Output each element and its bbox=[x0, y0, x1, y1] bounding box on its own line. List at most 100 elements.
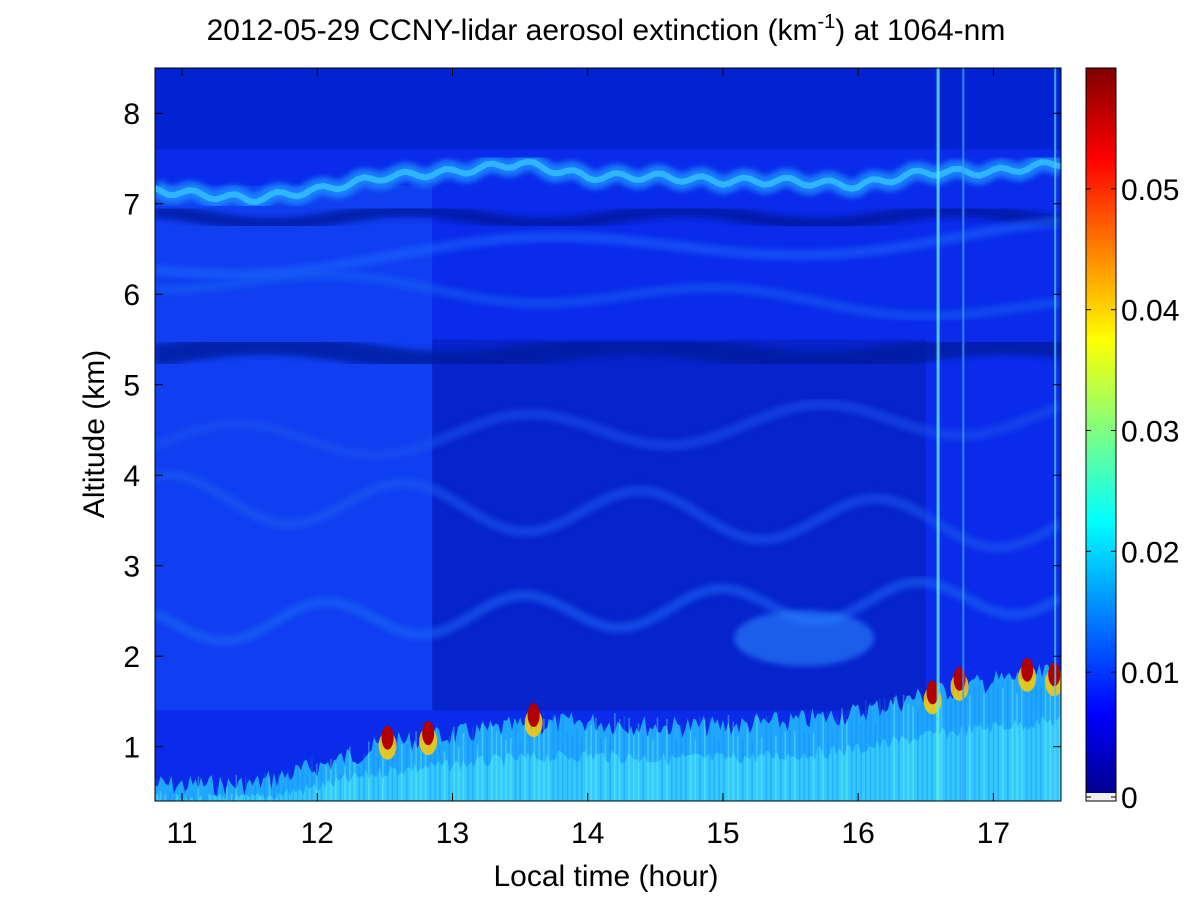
x-tick-label: 16 bbox=[841, 817, 874, 850]
y-tick-label: 1 bbox=[123, 732, 140, 765]
bl-texture-stripe bbox=[623, 715, 626, 801]
colorbar-zero-band bbox=[1086, 793, 1116, 801]
bl-texture-stripe bbox=[453, 726, 455, 801]
bl-texture-stripe bbox=[827, 719, 829, 801]
bl-texture-stripe bbox=[306, 775, 309, 801]
bl-texture-stripe bbox=[249, 795, 252, 801]
saturation-spot bbox=[527, 703, 540, 728]
boundary-layer-core bbox=[155, 715, 1061, 801]
bl-texture-stripe bbox=[685, 726, 687, 801]
bl-texture-stripe bbox=[287, 770, 290, 801]
bl-texture-stripe bbox=[225, 786, 228, 801]
bl-texture-stripe bbox=[647, 736, 649, 801]
bl-texture-stripe bbox=[396, 738, 398, 801]
bl-texture-stripe bbox=[495, 731, 498, 801]
bl-texture-stripe bbox=[301, 770, 304, 801]
bl-texture-stripe bbox=[235, 774, 238, 801]
bl-texture-stripe bbox=[760, 737, 763, 801]
bl-texture-stripe bbox=[183, 789, 185, 801]
colorbar-tick-label: 0 bbox=[1121, 782, 1138, 815]
bl-texture-stripe bbox=[363, 754, 365, 801]
bl-texture-stripe bbox=[481, 723, 484, 801]
chart-title: 2012-05-29 CCNY-lidar aerosol extinction… bbox=[207, 11, 1006, 47]
bl-texture-stripe bbox=[405, 744, 408, 801]
bl-texture-stripe bbox=[737, 736, 739, 801]
aerosol-sublayer bbox=[155, 577, 1061, 647]
bl-texture-stripe bbox=[633, 734, 635, 801]
bl-texture-stripe bbox=[793, 731, 796, 801]
bl-texture-stripe bbox=[491, 725, 493, 801]
dark-band-7km bbox=[155, 203, 1061, 232]
chart-title-superscript: -1 bbox=[817, 11, 835, 33]
bl-texture-stripe bbox=[727, 714, 730, 801]
y-axis-label: Altitude (km) bbox=[78, 350, 111, 518]
bl-texture-stripe bbox=[562, 712, 564, 801]
bl-texture-stripe bbox=[637, 723, 640, 801]
bl-texture-stripe bbox=[831, 729, 834, 801]
bl-texture-stripe bbox=[476, 744, 479, 801]
bl-texture-stripe bbox=[216, 785, 219, 801]
bl-texture-stripe bbox=[519, 741, 522, 801]
bl-texture-stripe bbox=[1040, 687, 1042, 801]
bl-texture-stripe bbox=[708, 717, 711, 801]
bl-texture-stripe bbox=[424, 728, 427, 801]
bl-texture-stripe bbox=[1049, 683, 1052, 801]
bl-texture-stripe bbox=[528, 732, 531, 801]
bl-texture-stripe bbox=[609, 735, 611, 801]
bl-texture-stripe bbox=[656, 717, 659, 801]
bl-texture-stripe bbox=[817, 717, 820, 801]
bl-texture-stripe bbox=[358, 766, 361, 801]
bl-texture-stripe bbox=[505, 740, 507, 801]
y-tick-label: 6 bbox=[123, 279, 140, 312]
bl-texture-stripe bbox=[751, 739, 753, 801]
bl-texture-stripe bbox=[670, 729, 673, 801]
bl-texture-stripe bbox=[803, 730, 805, 801]
colorbar-ticks: 0 0.01 0.02 0.03 0.04 0.05 bbox=[1086, 174, 1179, 815]
bl-texture-stripe bbox=[1030, 685, 1033, 801]
bl-texture-stripe bbox=[1044, 675, 1047, 801]
x-tick-label: 13 bbox=[436, 817, 469, 850]
bl-texture-stripe bbox=[987, 688, 990, 801]
bl-texture-stripe bbox=[907, 704, 910, 801]
bl-texture-stripe bbox=[642, 734, 645, 801]
bl-texture-stripe bbox=[230, 793, 233, 801]
bl-texture-stripe bbox=[614, 713, 616, 801]
bl-texture-stripe bbox=[765, 716, 768, 801]
bl-texture-stripe bbox=[188, 796, 190, 801]
saturation-spot bbox=[422, 721, 435, 746]
bl-texture-stripe bbox=[164, 794, 167, 801]
x-tick-label: 11 bbox=[166, 817, 197, 850]
bl-texture-stripe bbox=[472, 727, 474, 801]
bl-texture-stripe bbox=[353, 761, 356, 801]
bl-texture-stripe bbox=[320, 766, 323, 801]
bl-texture-stripe bbox=[159, 791, 162, 801]
colorbar-tick-label: 0.01 bbox=[1121, 657, 1179, 690]
bl-texture-stripe bbox=[595, 717, 597, 801]
bl-texture-stripe bbox=[718, 740, 720, 801]
bl-texture-stripe bbox=[845, 719, 848, 801]
x-tick-label: 12 bbox=[301, 817, 334, 850]
bl-texture-stripe bbox=[282, 785, 285, 801]
bl-texture-stripe bbox=[585, 730, 588, 801]
bl-texture-stripe bbox=[244, 777, 247, 801]
colorbar bbox=[1085, 67, 1117, 802]
bl-texture-stripe bbox=[420, 750, 422, 801]
bl-texture-stripe bbox=[580, 737, 583, 801]
bl-texture-stripe bbox=[263, 772, 266, 801]
bl-texture-stripe bbox=[1025, 686, 1028, 801]
saturation-spot bbox=[926, 680, 939, 705]
bl-texture-stripe bbox=[969, 695, 971, 801]
bl-texture-stripe bbox=[311, 758, 313, 801]
bl-texture-stripe bbox=[1021, 679, 1023, 801]
bl-texture-stripe bbox=[973, 687, 976, 801]
bl-texture-stripe bbox=[448, 736, 451, 801]
bl-texture-stripe bbox=[315, 763, 318, 801]
bl-texture-stripe bbox=[912, 706, 914, 801]
bl-texture-stripe bbox=[689, 730, 692, 801]
plume-feature bbox=[734, 610, 875, 667]
bl-texture-stripe bbox=[874, 723, 876, 801]
bl-texture-stripe bbox=[514, 722, 517, 801]
bl-texture-stripe bbox=[410, 747, 413, 801]
colorbar-tick-label: 0.03 bbox=[1121, 416, 1179, 449]
